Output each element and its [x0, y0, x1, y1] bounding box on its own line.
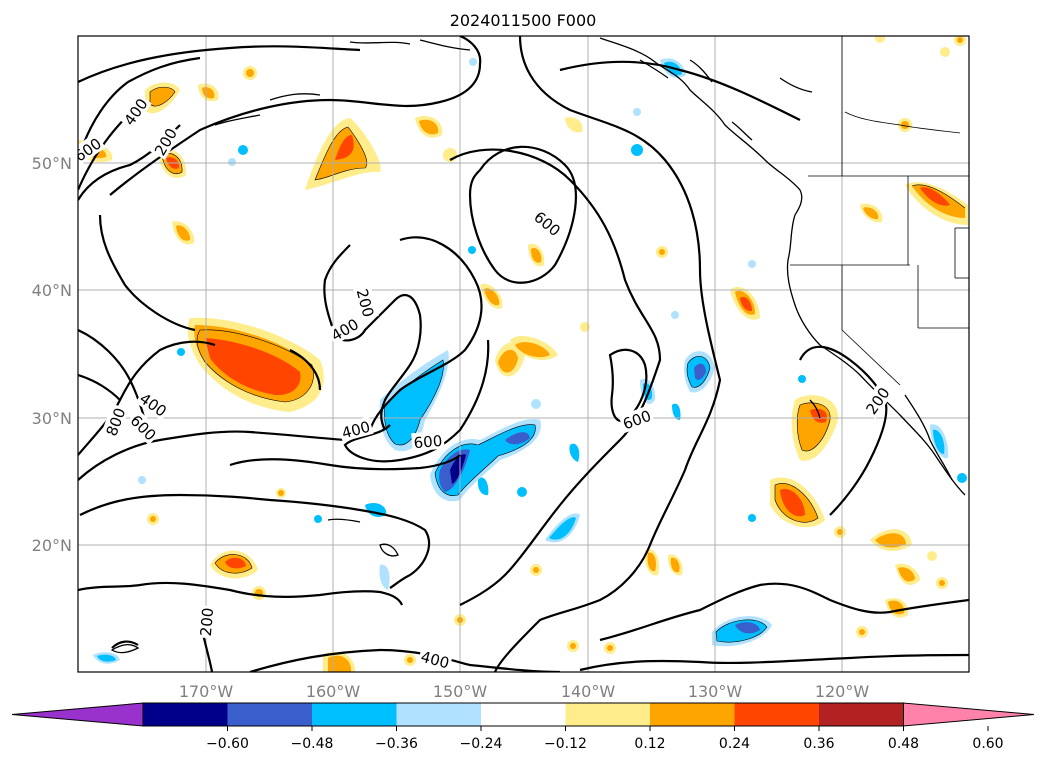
contour-label-group: 400 200 600 600 200 400 400 400 800 600 …	[78, 93, 894, 672]
colorbar-segment	[734, 703, 819, 726]
colorbar-tick-label: −0.24	[460, 736, 503, 752]
latitude-labels: 50°N 40°N 30°N 20°N	[32, 154, 72, 555]
colorbar-tick-label: 0.24	[719, 736, 750, 752]
colorbar-tick-label: 0.48	[888, 736, 919, 752]
colorbar-tick-label: −0.12	[544, 736, 587, 752]
colorbar-segment	[819, 703, 904, 726]
lon-label: 170°W	[179, 682, 234, 701]
colorbar-tick-label: 0.36	[803, 736, 834, 752]
lon-label: 140°W	[561, 682, 616, 701]
colorbar-segment	[481, 703, 566, 726]
lat-label: 30°N	[32, 409, 72, 428]
colorbar-segment	[565, 703, 650, 726]
lon-label: 130°W	[688, 682, 743, 701]
lat-label: 50°N	[32, 154, 72, 173]
positive-anomaly-shading	[78, 36, 968, 672]
colorbar-tick-label: −0.36	[375, 736, 418, 752]
colorbar-segment	[396, 703, 481, 726]
map-title: 2024011500 F000	[450, 11, 597, 30]
contour-label: 600	[413, 432, 443, 452]
map-content: 400 200 600 600 200 400 400 400 800 600 …	[78, 36, 969, 672]
colorbar-tick-label: −0.60	[206, 736, 249, 752]
longitude-labels: 170°W 160°W 150°W 140°W 130°W 120°W	[179, 682, 870, 701]
contour-label: 200	[197, 607, 217, 637]
lon-label: 160°W	[306, 682, 361, 701]
lat-label: 40°N	[32, 281, 72, 300]
lat-label: 20°N	[32, 536, 72, 555]
political-borders	[790, 36, 969, 386]
colorbar: −0.60 −0.48 −0.36 −0.24 −0.12 0.12 0.24 0.36 0.4…	[11, 702, 1035, 752]
colorbar-tick-label: −0.48	[291, 736, 334, 752]
colorbar-extend-min	[11, 702, 144, 727]
colorbar-segment	[143, 703, 228, 726]
lon-label: 120°W	[815, 682, 870, 701]
colorbar-segment	[227, 703, 312, 726]
colorbar-tick-label: 0.60	[972, 736, 1003, 752]
colorbar-extend-max	[903, 702, 1035, 727]
coastlines	[110, 37, 966, 654]
colorbar-tick-label: 0.12	[634, 736, 665, 752]
map-frame	[77, 35, 970, 673]
lon-label: 150°W	[433, 682, 488, 701]
negative-anomaly-shading	[93, 58, 967, 664]
colorbar-segment	[312, 703, 397, 726]
colorbar-outline	[142, 702, 904, 727]
colorbar-segment	[650, 703, 735, 726]
